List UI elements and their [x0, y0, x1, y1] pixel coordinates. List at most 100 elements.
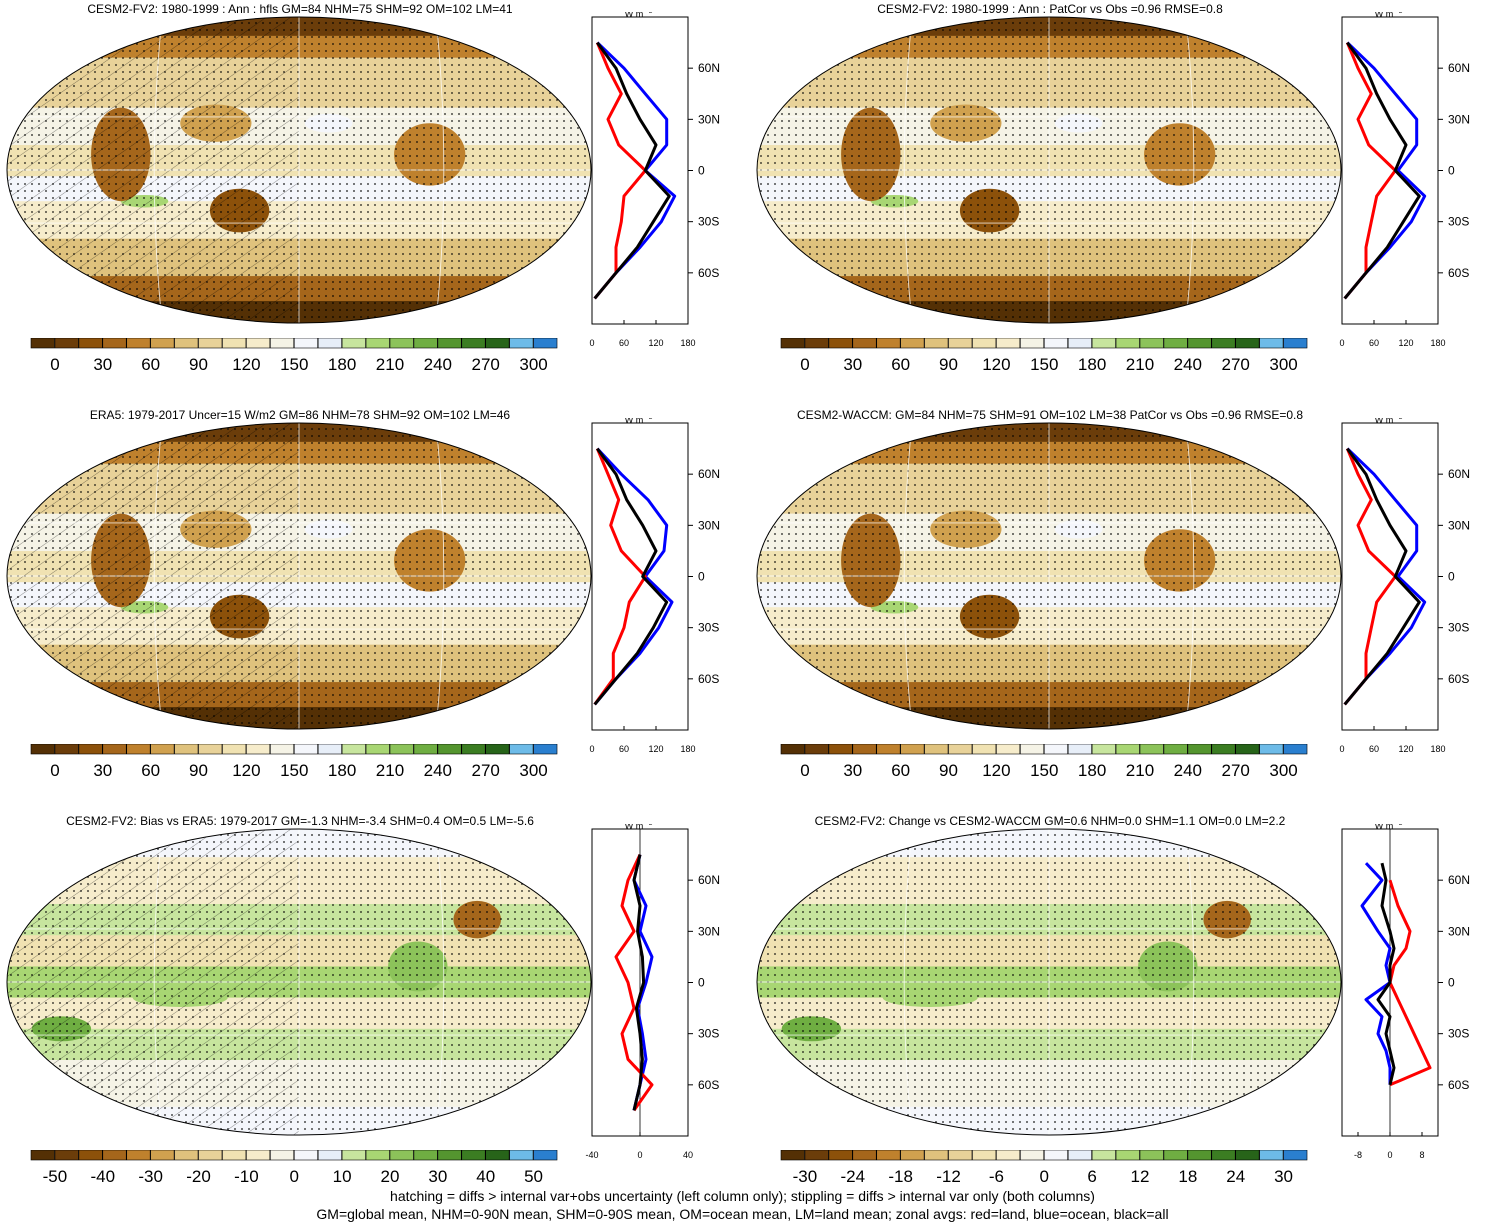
- map-2: [6, 422, 592, 730]
- colorbar-swatch: [1163, 338, 1188, 349]
- zonal-tick-label: 180: [1430, 338, 1445, 348]
- colorbar-label: -50: [43, 1167, 68, 1186]
- colorbar-swatch: [54, 338, 79, 349]
- colorbar-swatch: [1067, 1150, 1092, 1161]
- latitude-label: 0: [698, 164, 705, 178]
- colorbar-label: 120: [232, 761, 260, 780]
- colorbar-swatch: [1235, 1150, 1260, 1161]
- latitude-label: 60N: [698, 873, 720, 887]
- colorbar-swatch: [54, 744, 79, 755]
- colorbar-swatch: [1091, 744, 1116, 755]
- colorbar-swatch: [780, 1150, 805, 1161]
- graticule-line: [435, 17, 445, 323]
- colorbar-swatch: [852, 744, 877, 755]
- colorbar-swatch: [413, 744, 438, 755]
- map-outline: [756, 828, 1342, 1136]
- colorbar-swatch: [317, 338, 342, 349]
- colorbar-swatch: [804, 338, 829, 349]
- colorbar-swatch: [1067, 338, 1092, 349]
- colorbar-label: 0: [1040, 1167, 1049, 1186]
- colorbar-swatch: [1067, 744, 1092, 755]
- colorbar-swatch: [1211, 744, 1236, 755]
- zonal-tick-label: 120: [1398, 744, 1413, 754]
- graticule-line: [153, 17, 163, 323]
- colorbar-label: -24: [841, 1167, 866, 1186]
- colorbar-swatch: [413, 338, 438, 349]
- colorbar-swatch: [341, 744, 366, 755]
- latitude-label: 60S: [698, 1078, 719, 1092]
- colorbar-swatch: [533, 744, 558, 755]
- zonal-tick-label: -40: [585, 1150, 598, 1160]
- map-4: [6, 828, 592, 1136]
- latitude-label: 0: [698, 976, 705, 990]
- colorbar-swatch: [1163, 744, 1188, 755]
- zonal-all-line: [1343, 41, 1421, 300]
- zonal-unit-label: W m: [1375, 824, 1394, 831]
- colorbar-swatch: [30, 1150, 55, 1161]
- graticule-line: [903, 423, 913, 729]
- colorbar-swatch: [365, 744, 390, 755]
- colorbar-label: -40: [91, 1167, 116, 1186]
- colorbar-swatch: [389, 744, 414, 755]
- zonal-all-line: [1343, 447, 1421, 706]
- zonal-tick-label: 0: [637, 1150, 642, 1160]
- colorbar-swatch: [1139, 1150, 1164, 1161]
- colorbar-swatch: [948, 338, 973, 349]
- graticule-line: [903, 829, 913, 1135]
- colorbar-swatch: [126, 744, 151, 755]
- colorbar-label: 0: [50, 761, 59, 780]
- colorbar-label: 30: [93, 761, 112, 780]
- colorbar-swatch: [150, 338, 175, 349]
- colorbar-swatch: [485, 1150, 510, 1161]
- map-outline: [756, 16, 1342, 324]
- colorbar-label: 210: [376, 761, 404, 780]
- zonal-plot-2: W m -2 60N 30N 0 30S 60S 0 60 120 180: [589, 418, 720, 754]
- zonal-plot-0: W m -2 60N 30N 0 30S 60S 0 60 120 180: [589, 12, 720, 348]
- latitude-label: 0: [1448, 976, 1455, 990]
- colorbar-swatch: [174, 338, 199, 349]
- colorbar-swatch: [1043, 338, 1068, 349]
- colorbar-label: 180: [1078, 355, 1106, 374]
- latitude-label: 30N: [698, 112, 720, 126]
- colorbar-swatch: [198, 744, 223, 755]
- latitude-label: 60S: [1448, 266, 1469, 280]
- colorbar-swatch: [509, 744, 534, 755]
- colorbar-swatch: [102, 338, 127, 349]
- zonal-unit-label: W m: [1375, 12, 1394, 19]
- colorbar-swatch: [876, 338, 901, 349]
- colorbar-swatch: [1259, 1150, 1284, 1161]
- colorbar-label: 210: [376, 355, 404, 374]
- map-3: [756, 422, 1342, 730]
- colorbar-swatch: [246, 744, 271, 755]
- colorbar-swatch: [948, 744, 973, 755]
- latitude-label: 30N: [698, 518, 720, 532]
- zonal-tick-label: 120: [1398, 338, 1413, 348]
- colorbar-swatch: [222, 338, 247, 349]
- map-title: CESM2-FV2: 1980-1999 : Ann : hfls GM=84 …: [87, 2, 513, 16]
- colorbar-label: 60: [891, 761, 910, 780]
- graticule-line: [903, 17, 913, 323]
- colorbar-label: 300: [1269, 761, 1297, 780]
- zonal-tick-label: 0: [589, 744, 594, 754]
- panel-change-waccm: CESM2-FV2: Change vs CESM2-WACCM GM=0.6 …: [750, 812, 1485, 1216]
- colorbar-swatch: [1139, 338, 1164, 349]
- colorbar-swatch: [1115, 338, 1140, 349]
- colorbar-label: 18: [1178, 1167, 1197, 1186]
- colorbar-label: 180: [328, 761, 356, 780]
- colorbar-swatch: [1211, 1150, 1236, 1161]
- colorbar-swatch: [972, 338, 997, 349]
- colorbar-swatch: [509, 338, 534, 349]
- latitude-label: 30S: [698, 1027, 719, 1041]
- zonal-tick-label: 60: [1369, 744, 1379, 754]
- colorbar-label: 12: [1131, 1167, 1150, 1186]
- latitude-label: 0: [698, 570, 705, 584]
- colorbar-label: -20: [186, 1167, 211, 1186]
- colorbar-label: 240: [424, 355, 452, 374]
- colorbar-1: 0 30 60 90 120 150 180 210 240 270 300: [780, 338, 1308, 374]
- colorbar-swatch: [1020, 744, 1045, 755]
- colorbar-swatch: [828, 1150, 853, 1161]
- colorbar-swatch: [78, 338, 103, 349]
- zonal-unit-exponent: -2: [647, 12, 653, 15]
- zonal-unit-exponent: -2: [1397, 12, 1403, 15]
- latitude-label: 30S: [1448, 1027, 1469, 1041]
